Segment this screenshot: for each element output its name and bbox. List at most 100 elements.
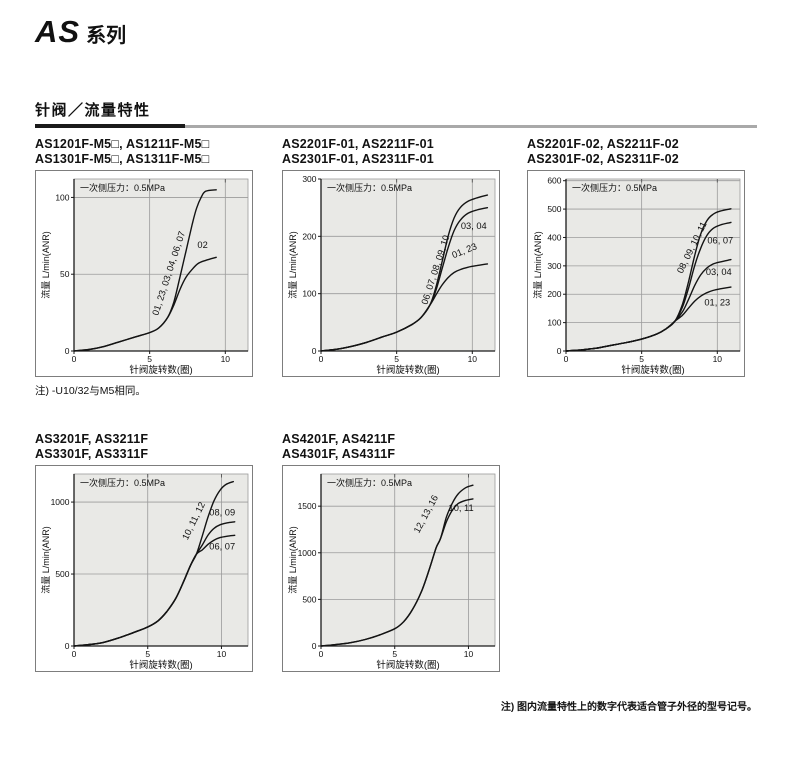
chart-block-as3201: AS3201F, AS3211F AS3301F, AS3311F 0 500 10… xyxy=(35,432,255,672)
svg-text:1000: 1000 xyxy=(51,497,70,507)
svg-text:1000: 1000 xyxy=(298,548,317,558)
chart-block-as2201-02: AS2201F-02, AS2211F-02 AS2301F-02, AS231… xyxy=(527,137,747,377)
svg-text:流量 L/min(ANR): 流量 L/min(ANR) xyxy=(287,526,298,594)
svg-text:5: 5 xyxy=(394,354,399,364)
chart-title-line2: AS4301F, AS4311F xyxy=(282,447,396,461)
svg-text:0: 0 xyxy=(312,641,317,651)
svg-text:600: 600 xyxy=(547,176,561,186)
chart-title: AS2201F-01, AS2211F-01 AS2301F-01, AS231… xyxy=(282,137,502,167)
svg-text:针阀旋转数(圈): 针阀旋转数(圈) xyxy=(376,364,439,376)
svg-text:流量 L/min(ANR): 流量 L/min(ANR) xyxy=(287,231,298,299)
svg-text:针阀旋转数(圈): 针阀旋转数(圈) xyxy=(376,659,439,671)
chart-block-as4201: AS4201F, AS4211F AS4301F, AS4311F 0 500 10… xyxy=(282,432,502,672)
svg-text:0: 0 xyxy=(72,649,77,659)
svg-text:100: 100 xyxy=(547,318,561,328)
svg-text:500: 500 xyxy=(302,594,316,604)
svg-text:一次侧压力：0.5MPa: 一次侧压力：0.5MPa xyxy=(327,182,412,193)
svg-text:0: 0 xyxy=(557,346,562,356)
svg-text:10: 10 xyxy=(713,354,723,364)
svg-text:针阀旋转数(圈): 针阀旋转数(圈) xyxy=(129,364,192,376)
svg-text:200: 200 xyxy=(302,231,316,241)
svg-text:0: 0 xyxy=(65,641,70,651)
svg-text:0: 0 xyxy=(72,354,77,364)
section-rule-black xyxy=(35,124,185,128)
svg-text:03, 04: 03, 04 xyxy=(706,267,732,277)
svg-text:10: 10 xyxy=(464,649,474,659)
flow-chart-as1201: 0 50 100 0 5 10 01, 23, 03, 04, 06, 07 02 一次侧压力：… xyxy=(35,170,253,377)
svg-text:一次侧压力：0.5MPa: 一次侧压力：0.5MPa xyxy=(80,477,165,488)
svg-text:针阀旋转数(圈): 针阀旋转数(圈) xyxy=(621,364,684,376)
flow-chart-as3201: 0 500 1000 0 5 10 10, 11, 12 08, 09 06, 07 一次侧压力：… xyxy=(35,465,253,672)
svg-text:一次侧压力：0.5MPa: 一次侧压力：0.5MPa xyxy=(572,182,657,193)
flow-chart-as4201: 0 500 1000 1500 0 5 10 12, 13, 16 10, 11 一次侧压力：0.… xyxy=(282,465,500,672)
chart-title-line1: AS3201F, AS3211F xyxy=(35,432,149,446)
svg-text:0: 0 xyxy=(65,346,70,356)
svg-text:1500: 1500 xyxy=(298,501,317,511)
note-m5: 注) -U10/32与M5相同。 xyxy=(35,385,146,397)
svg-text:0: 0 xyxy=(319,354,324,364)
svg-text:流量 L/min(ANR): 流量 L/min(ANR) xyxy=(40,231,51,299)
svg-text:5: 5 xyxy=(392,649,397,659)
note-bottom: 注) 图内流量特性上的数字代表适合管子外径的型号记号。 xyxy=(500,702,757,713)
flow-chart-as2201-01: 0 100 200 300 0 5 10 06, 07, 08, 09, 10 03, 04 01… xyxy=(282,170,500,377)
svg-text:300: 300 xyxy=(302,174,316,184)
chart-block-as2201-01: AS2201F-01, AS2211F-01 AS2301F-01, AS231… xyxy=(282,137,502,377)
svg-text:5: 5 xyxy=(147,354,152,364)
svg-text:0: 0 xyxy=(312,346,317,356)
svg-text:一次侧压力：0.5MPa: 一次侧压力：0.5MPa xyxy=(80,182,165,193)
svg-text:针阀旋转数(圈): 针阀旋转数(圈) xyxy=(129,659,192,671)
svg-text:5: 5 xyxy=(639,354,644,364)
chart-block-as1201: AS1201F-M5□, AS1211F-M5□ AS1301F-M5□, AS… xyxy=(35,137,255,377)
svg-text:06, 07: 06, 07 xyxy=(707,236,733,246)
chart-title: AS4201F, AS4211F AS4301F, AS4311F xyxy=(282,432,502,462)
section-header: 针阀／流量特性 xyxy=(35,99,757,128)
svg-text:300: 300 xyxy=(547,261,561,271)
svg-text:08, 09: 08, 09 xyxy=(209,507,235,517)
svg-text:100: 100 xyxy=(55,192,69,202)
svg-text:5: 5 xyxy=(145,649,150,659)
svg-text:500: 500 xyxy=(547,204,561,214)
chart-title-line1: AS4201F, AS4211F xyxy=(282,432,396,446)
svg-text:10: 10 xyxy=(217,649,227,659)
chart-title: AS2201F-02, AS2211F-02 AS2301F-02, AS231… xyxy=(527,137,747,167)
flow-chart-as2201-02: 0 100 200 300 400 500 600 0 5 10 08, 09, 10, 11 06,… xyxy=(527,170,745,377)
svg-text:02: 02 xyxy=(197,240,207,250)
page-title-series-code: AS xyxy=(35,14,81,49)
svg-text:10, 11: 10, 11 xyxy=(449,503,474,513)
chart-title-line2: AS1301F-M5□, AS1311F-M5□ xyxy=(35,152,210,166)
chart-title-line1: AS2201F-02, AS2211F-02 xyxy=(527,137,679,151)
svg-text:06, 07: 06, 07 xyxy=(209,541,235,551)
chart-title: AS3201F, AS3211F AS3301F, AS3311F xyxy=(35,432,255,462)
svg-text:50: 50 xyxy=(60,269,70,279)
chart-title-line2: AS2301F-01, AS2311F-01 xyxy=(282,152,434,166)
chart-title-line1: AS1201F-M5□, AS1211F-M5□ xyxy=(35,137,210,151)
page-title: AS 系列 xyxy=(35,14,126,50)
page-title-suffix: 系列 xyxy=(86,25,127,47)
chart-title-line1: AS2201F-01, AS2211F-01 xyxy=(282,137,434,151)
section-rule xyxy=(35,124,757,128)
svg-text:01, 23: 01, 23 xyxy=(704,298,730,308)
svg-text:500: 500 xyxy=(55,569,69,579)
svg-text:10: 10 xyxy=(468,354,478,364)
svg-text:03, 04: 03, 04 xyxy=(461,221,487,231)
svg-text:400: 400 xyxy=(547,232,561,242)
chart-title-line2: AS3301F, AS3311F xyxy=(35,447,149,461)
chart-title: AS1201F-M5□, AS1211F-M5□ AS1301F-M5□, AS… xyxy=(35,137,255,167)
svg-text:10: 10 xyxy=(221,354,231,364)
chart-title-line2: AS2301F-02, AS2311F-02 xyxy=(527,152,679,166)
svg-text:流量 L/min(ANR): 流量 L/min(ANR) xyxy=(532,231,543,299)
svg-text:0: 0 xyxy=(564,354,569,364)
section-title: 针阀／流量特性 xyxy=(35,102,151,119)
svg-text:200: 200 xyxy=(547,289,561,299)
svg-text:一次侧压力：0.5MPa: 一次侧压力：0.5MPa xyxy=(327,477,412,488)
svg-text:流量 L/min(ANR): 流量 L/min(ANR) xyxy=(40,526,51,594)
svg-text:100: 100 xyxy=(302,289,316,299)
svg-text:0: 0 xyxy=(319,649,324,659)
section-rule-gray xyxy=(185,124,757,128)
